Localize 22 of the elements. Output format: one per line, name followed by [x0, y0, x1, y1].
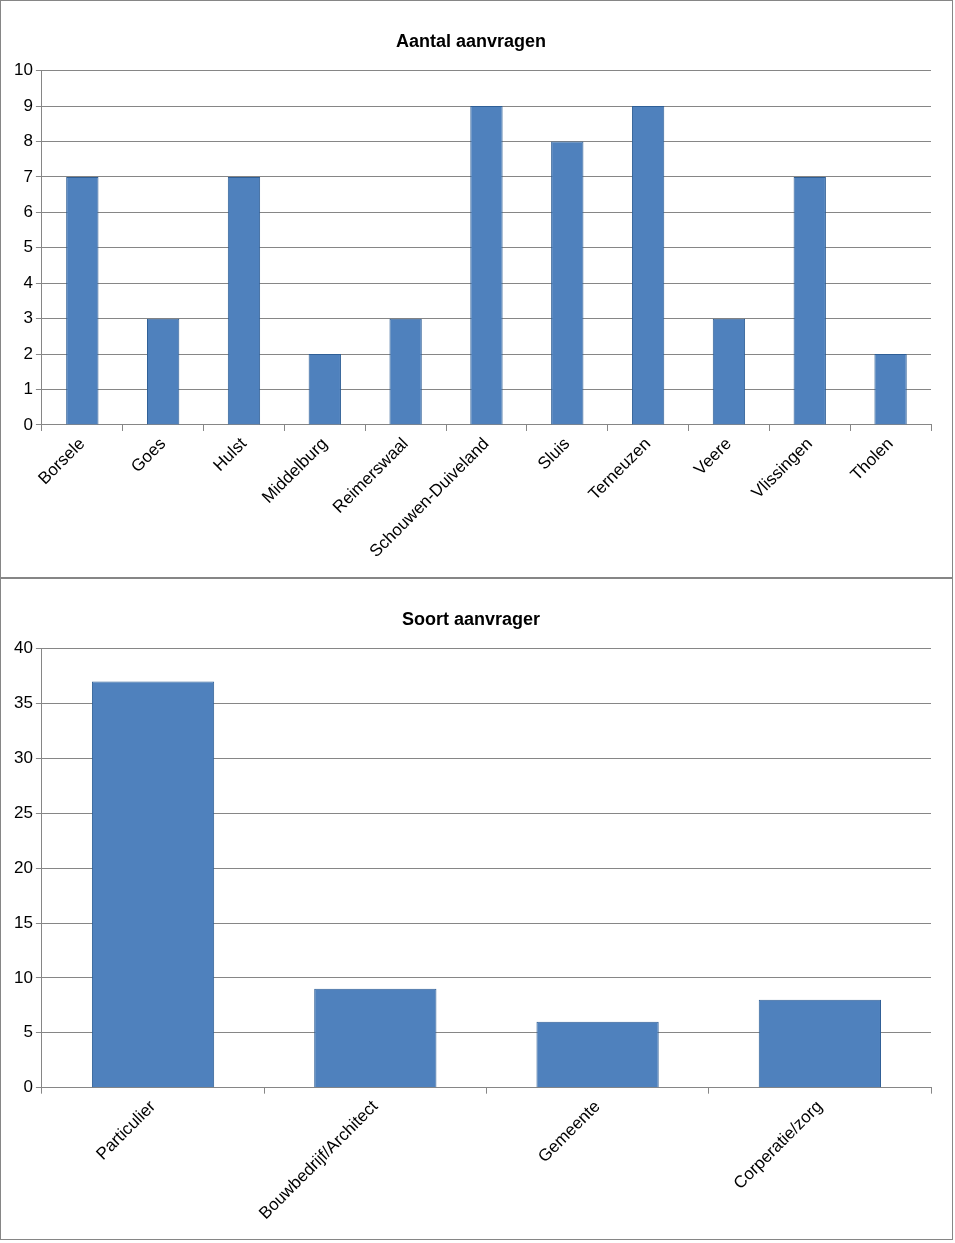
- y-tick-label: 7: [23, 166, 33, 186]
- y-tick-label: 3: [23, 308, 33, 328]
- y-tick-label: 30: [13, 748, 33, 768]
- y-tick-label: 20: [13, 857, 33, 877]
- y-tick-label: 9: [23, 95, 33, 115]
- y-tick-label: 4: [23, 272, 33, 292]
- y-tick-label: 2: [23, 343, 33, 363]
- y-tick-label: 15: [13, 912, 33, 932]
- y-tick-label: 1: [23, 379, 33, 399]
- y-tick-label: 35: [13, 693, 33, 713]
- chart-title: Soort aanvrager: [401, 608, 541, 629]
- y-tick-label: 5: [23, 237, 33, 257]
- y-tick-label: 0: [23, 414, 33, 434]
- y-tick-label: 8: [23, 131, 33, 151]
- y-tick-label: 6: [23, 202, 33, 222]
- y-tick-label: 40: [13, 638, 33, 658]
- y-tick-label: 0: [23, 1077, 33, 1097]
- y-tick-label: 10: [13, 967, 33, 987]
- y-tick-label: 10: [13, 60, 33, 80]
- y-tick-label: 5: [23, 1022, 33, 1042]
- y-tick-label: 25: [13, 802, 33, 822]
- chart-title: Aantal aanvragen: [395, 30, 547, 51]
